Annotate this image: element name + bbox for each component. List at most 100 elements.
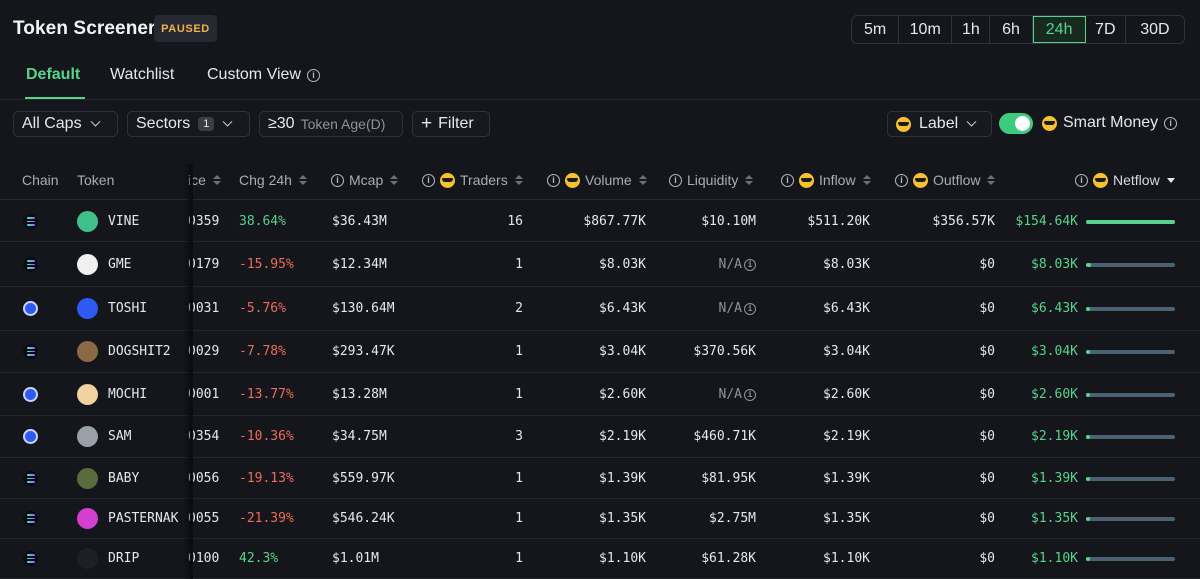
smart-money-toggle[interactable] bbox=[999, 113, 1033, 134]
price-cell: 0179 bbox=[188, 257, 220, 272]
token-name[interactable]: TOSHI bbox=[108, 301, 148, 316]
solana-chain-icon bbox=[23, 511, 38, 526]
traders-cell: 1 bbox=[515, 511, 523, 526]
volume-cell: $2.60K bbox=[599, 387, 646, 402]
tab-watchlist[interactable]: Watchlist bbox=[110, 66, 174, 84]
netflow-bar bbox=[1086, 350, 1175, 354]
tab-custom-view[interactable]: Custom View i bbox=[207, 66, 320, 84]
token-age-filter[interactable]: ≥30 Token Age(D) bbox=[259, 111, 403, 137]
change-24h-cell: 38.64% bbox=[239, 214, 286, 229]
table-row[interactable]: MOCHI 0001 -13.77% $13.28M 1 $2.60K N/A i $2.60K… bbox=[0, 373, 1200, 416]
col-outflow[interactable]: i Outflow bbox=[895, 172, 996, 188]
info-icon[interactable]: i bbox=[1164, 116, 1178, 130]
netflow-bar-fill bbox=[1086, 393, 1090, 397]
base-chain-icon bbox=[23, 301, 38, 316]
sectors-dropdown[interactable]: Sectors 1 bbox=[127, 111, 250, 137]
table-row[interactable]: TOSHI 0031 -5.76% $130.64M 2 $6.43K N/A i $6.43K… bbox=[0, 287, 1200, 331]
info-icon[interactable]: i bbox=[781, 173, 794, 187]
info-icon[interactable]: i bbox=[331, 173, 344, 187]
col-volume[interactable]: i Volume bbox=[547, 172, 647, 188]
table-row[interactable]: VINE 0359 38.64% $36.43M 16 $867.77K $10.10M $5… bbox=[0, 201, 1200, 242]
netflow-cell: $1.39K bbox=[1031, 471, 1078, 486]
timeframe-5m[interactable]: 5m bbox=[852, 16, 900, 43]
timeframe-1h[interactable]: 1h bbox=[952, 16, 991, 43]
col-chg-24h[interactable]: Chg 24h bbox=[239, 172, 307, 188]
volume-cell: $6.43K bbox=[599, 301, 646, 316]
info-icon[interactable]: i bbox=[422, 173, 435, 187]
col-mcap[interactable]: i Mcap bbox=[331, 172, 399, 188]
sort-icon bbox=[390, 175, 399, 185]
table-row[interactable]: DRIP 0100 42.3% $1.01M 1 $1.10K $61.28K $1.10K $… bbox=[0, 539, 1200, 579]
timeframe-6h[interactable]: 6h bbox=[990, 16, 1033, 43]
outflow-cell: $0 bbox=[979, 301, 995, 316]
info-icon[interactable]: i bbox=[547, 173, 560, 187]
info-icon[interactable]: i bbox=[744, 388, 756, 401]
info-icon[interactable]: i bbox=[744, 302, 756, 315]
netflow-bar-fill bbox=[1086, 557, 1090, 561]
col-traders[interactable]: i Traders bbox=[422, 172, 523, 188]
netflow-bar bbox=[1086, 557, 1175, 561]
token-avatar bbox=[77, 548, 98, 569]
outflow-cell: $0 bbox=[979, 429, 995, 444]
liquidity-cell: N/A i bbox=[670, 301, 756, 316]
chevron-down-icon bbox=[222, 116, 233, 127]
outflow-cell: $0 bbox=[979, 257, 995, 272]
timeframe-7d[interactable]: 7D bbox=[1086, 16, 1126, 43]
netflow-cell: $1.10K bbox=[1031, 551, 1078, 566]
info-icon[interactable]: i bbox=[306, 68, 320, 82]
token-age-label: Token Age(D) bbox=[300, 116, 386, 132]
inflow-cell: $1.39K bbox=[823, 471, 870, 486]
col-liquidity[interactable]: i Liquidity bbox=[669, 172, 754, 188]
mcap-cell: $130.64M bbox=[332, 301, 395, 316]
token-name[interactable]: PASTERNAK bbox=[108, 511, 179, 526]
table-row[interactable]: BABY 0056 -19.13% $559.97K 1 $1.39K $81.95K $1.… bbox=[0, 458, 1200, 499]
token-avatar bbox=[77, 384, 98, 405]
smart-money-label: Smart Money bbox=[1063, 114, 1159, 131]
change-24h-cell: -7.78% bbox=[239, 344, 286, 359]
timeframe-30d[interactable]: 30D bbox=[1140, 20, 1170, 38]
col-netflow[interactable]: i Netflow bbox=[1075, 172, 1175, 188]
filter-button[interactable]: + Filter bbox=[412, 111, 490, 137]
volume-cell: $1.10K bbox=[599, 551, 646, 566]
info-icon[interactable]: i bbox=[669, 173, 682, 187]
col-inflow[interactable]: i Inflow bbox=[781, 172, 871, 188]
mcap-cell: $36.43M bbox=[332, 214, 387, 229]
change-24h-cell: -19.13% bbox=[239, 471, 294, 486]
timeframe-10m[interactable]: 10m bbox=[899, 16, 953, 43]
table-row[interactable]: PASTERNAK 0055 -21.39% $546.24K 1 $1.35K $2.75… bbox=[0, 499, 1200, 539]
netflow-bar-fill bbox=[1086, 307, 1090, 311]
info-icon[interactable]: i bbox=[1075, 173, 1088, 187]
tab-default[interactable]: Default bbox=[26, 66, 80, 84]
tab-custom-view-label: Custom View bbox=[207, 66, 301, 83]
col-price[interactable]: ice bbox=[188, 172, 221, 188]
volume-cell: $3.04K bbox=[599, 344, 646, 359]
table-row[interactable]: SAM 0354 -10.36% $34.75M 3 $2.19K $460.71K $2.1… bbox=[0, 416, 1200, 458]
traders-cell: 1 bbox=[515, 387, 523, 402]
token-name[interactable]: DOGSHIT2 bbox=[108, 344, 171, 359]
netflow-cell: $8.03K bbox=[1031, 257, 1078, 272]
status-badge: PAUSED bbox=[154, 15, 217, 42]
label-dropdown[interactable]: Label bbox=[887, 111, 992, 137]
token-name[interactable]: BABY bbox=[108, 471, 140, 486]
info-icon[interactable]: i bbox=[744, 258, 756, 271]
table-row[interactable]: GME 0179 -15.95% $12.34M 1 $8.03K N/A i $8.03K $0… bbox=[0, 242, 1200, 287]
change-24h-cell: 42.3% bbox=[239, 551, 279, 566]
token-name[interactable]: GME bbox=[108, 257, 132, 272]
netflow-cell: $2.60K bbox=[1031, 387, 1078, 402]
col-token: Token bbox=[77, 172, 115, 188]
token-name[interactable]: SAM bbox=[108, 429, 132, 444]
sort-icon bbox=[862, 175, 871, 185]
token-name[interactable]: VINE bbox=[108, 214, 140, 229]
solana-chain-icon bbox=[23, 257, 38, 272]
caps-dropdown-label: All Caps bbox=[22, 115, 82, 132]
solana-chain-icon bbox=[23, 471, 38, 486]
info-icon[interactable]: i bbox=[895, 173, 908, 187]
netflow-bar bbox=[1086, 393, 1175, 397]
token-name[interactable]: DRIP bbox=[108, 551, 140, 566]
caps-dropdown[interactable]: All Caps bbox=[13, 111, 118, 137]
table-row[interactable]: DOGSHIT2 0029 -7.78% $293.47K 1 $3.04K $370.56… bbox=[0, 331, 1200, 373]
token-name[interactable]: MOCHI bbox=[108, 387, 148, 402]
mcap-cell: $1.01M bbox=[332, 551, 379, 566]
timeframe-24h[interactable]: 24h bbox=[1032, 16, 1086, 43]
outflow-cell: $0 bbox=[979, 551, 995, 566]
